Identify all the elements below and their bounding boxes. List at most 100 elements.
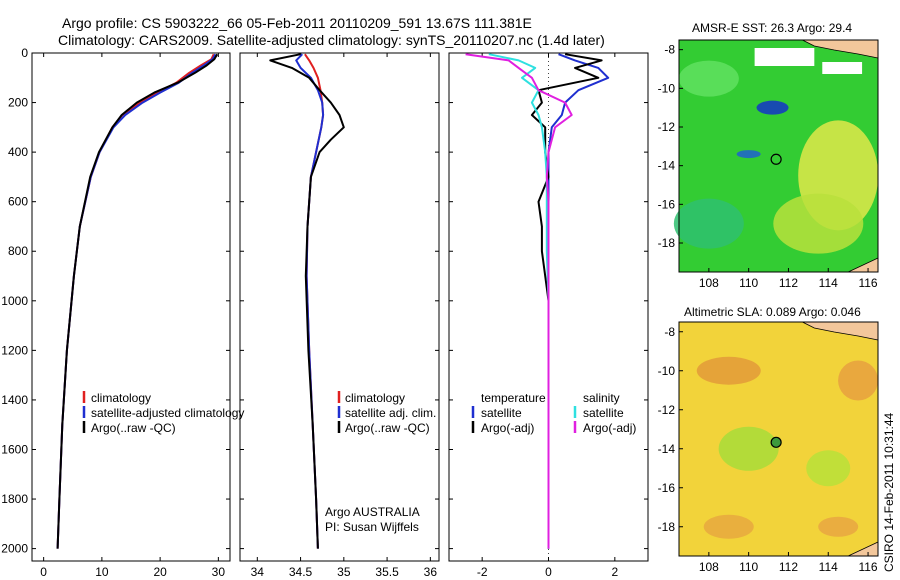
map-field-blob xyxy=(773,193,864,254)
legend-label-argo: Argo(..raw -QC) xyxy=(345,421,430,435)
x-tick-label: 34.5 xyxy=(289,565,313,579)
sla-map: 108 110 112 114 116 -8 -10 -12 -14 -16 -18 xyxy=(658,321,879,574)
plot-frame xyxy=(31,52,231,562)
salinity-legend: climatology satellite adj. clim. Argo(..… xyxy=(325,391,436,534)
x-axis-label: difference from climatology xyxy=(477,578,620,580)
map-field-blob xyxy=(818,516,859,537)
x-tick-label: -2 xyxy=(477,565,488,579)
no-data-gap xyxy=(822,62,863,74)
y-tick-label: 2000 xyxy=(1,542,28,556)
x-tick-label: 0 xyxy=(545,565,552,579)
x-tick-label: 20 xyxy=(153,565,167,579)
y-tick-label: 600 xyxy=(8,195,28,209)
x-tick-label: 116 xyxy=(858,560,877,574)
map-field-blob xyxy=(736,150,761,159)
y-tick-label: -14 xyxy=(658,442,676,456)
map-field-blob xyxy=(838,360,879,401)
legend-label-argo: Argo(..raw -QC) xyxy=(91,421,176,435)
y-tick-label: 200 xyxy=(8,96,28,110)
map-field-blob xyxy=(678,60,739,97)
y-tick-label: 1400 xyxy=(1,393,28,407)
x-tick-label: 114 xyxy=(819,276,838,290)
y-tick-label: -12 xyxy=(658,403,676,417)
x-tick-label: 35.5 xyxy=(375,565,399,579)
map-field-blob xyxy=(703,514,754,539)
argo-location-marker xyxy=(770,436,782,448)
plot-frame xyxy=(239,52,440,562)
legend-label-sal-satellite: satellite xyxy=(583,406,624,420)
series-line-satellite xyxy=(295,53,325,549)
map-field-blob xyxy=(696,356,761,385)
series-line-salinity-argo-adj- xyxy=(465,53,573,549)
y-tick-label: -8 xyxy=(664,325,675,339)
legend-label-satellite: satellite-adjusted climatology xyxy=(91,406,244,420)
y-tick-label: -18 xyxy=(658,236,676,250)
map-field-blob xyxy=(718,426,779,471)
series-line-argo xyxy=(56,53,219,549)
y-tick-label: -12 xyxy=(658,120,676,134)
x-tick-label: 108 xyxy=(699,276,719,290)
map-frame xyxy=(678,39,879,273)
legend-header-salinity: salinity xyxy=(583,391,620,405)
x-tick-label: 30 xyxy=(212,565,226,579)
sst-map: 108 110 112 114 116 -8 -10 -12 -14 -16 -18 xyxy=(658,39,879,290)
y-tick-label: 1000 xyxy=(1,294,28,308)
series-line-salinity-satellite xyxy=(488,53,550,549)
series-line-satellite xyxy=(56,53,217,549)
legend-label-temp-satellite: satellite xyxy=(481,406,522,420)
argo-location-marker xyxy=(770,153,782,165)
y-tick-label: 1200 xyxy=(1,343,28,357)
series-line-temperature-satellite xyxy=(547,53,610,549)
x-tick-label: 0 xyxy=(40,565,47,579)
x-tick-label: 110 xyxy=(739,560,758,574)
credit-text: CSIRO 14-Feb-2011 10:31:44 xyxy=(882,412,896,572)
y-tick-label: -8 xyxy=(664,43,675,57)
x-tick-label: 108 xyxy=(699,560,719,574)
legend-label-temp-argo: Argo(-adj) xyxy=(481,421,534,435)
salinity-panel: 34 34.5 35 35.5 36 salinity xyxy=(239,52,440,580)
legend-header-temperature: temperature xyxy=(481,391,546,405)
x-tick-label: 112 xyxy=(779,276,798,290)
series-line-temperature-argo-adj- xyxy=(530,53,603,549)
x-tick-label: 112 xyxy=(779,560,798,574)
y-tick-label: -14 xyxy=(658,159,676,173)
y-tick-label: 0 xyxy=(21,46,28,60)
difference-legend: temperature satellite Argo(-adj) salinit… xyxy=(471,391,636,435)
sla-map-title: Altimetric SLA: 0.089 Argo: 0.046 xyxy=(684,305,861,319)
x-tick-label: 2 xyxy=(611,565,618,579)
x-tick-label: 34 xyxy=(251,565,265,579)
map-frame xyxy=(678,321,879,557)
legend-label-climatology: climatology xyxy=(345,391,405,405)
legend-label-climatology: climatology xyxy=(91,391,151,405)
sst-map-title: AMSR-E SST: 26.3 Argo: 29.4 xyxy=(692,21,852,35)
difference-panel: -2 0 2difference from climatology xyxy=(448,52,649,580)
annotation-argo-australia: Argo AUSTRALIA xyxy=(325,505,420,519)
legend-label-satellite: satellite adj. clim. xyxy=(345,406,436,420)
legend-label-sal-argo: Argo(-adj) xyxy=(583,421,636,435)
temperature-legend: climatology satellite-adjusted climatolo… xyxy=(82,391,244,435)
series-line-argo xyxy=(269,53,345,549)
y-tick-label: 800 xyxy=(8,244,28,258)
y-tick-label: -18 xyxy=(658,520,676,534)
map-field-blob xyxy=(756,100,789,115)
x-axis-label: salinity xyxy=(321,578,358,580)
map-field-blob xyxy=(673,198,744,249)
y-tick-label: 400 xyxy=(8,145,28,159)
series-line-climatology xyxy=(56,53,215,549)
map-field-blob xyxy=(806,450,851,487)
figure-title-line1: Argo profile: CS 5903222_66 05-Feb-2011 … xyxy=(62,15,532,31)
x-tick-label: 110 xyxy=(739,276,758,290)
y-tick-label: -16 xyxy=(658,197,676,211)
y-tick-label: -10 xyxy=(658,364,676,378)
no-data-gap xyxy=(754,48,815,66)
x-tick-label: 114 xyxy=(819,560,838,574)
figure-title-line2: Climatology: CARS2009. Satellite-adjuste… xyxy=(58,32,605,48)
y-tick-label: 1800 xyxy=(1,492,28,506)
temperature-panel: 0 10 20 30 0 200 400 600 800 1000 1200 1400 1600 1800… xyxy=(1,46,231,580)
x-tick-label: 10 xyxy=(95,565,109,579)
y-tick-label: -16 xyxy=(658,481,676,495)
annotation-pi: PI: Susan Wijffels xyxy=(325,520,419,534)
x-tick-label: 35 xyxy=(337,565,351,579)
x-tick-label: 36 xyxy=(424,565,438,579)
